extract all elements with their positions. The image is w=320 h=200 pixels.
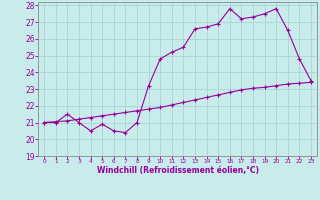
X-axis label: Windchill (Refroidissement éolien,°C): Windchill (Refroidissement éolien,°C) xyxy=(97,166,259,175)
